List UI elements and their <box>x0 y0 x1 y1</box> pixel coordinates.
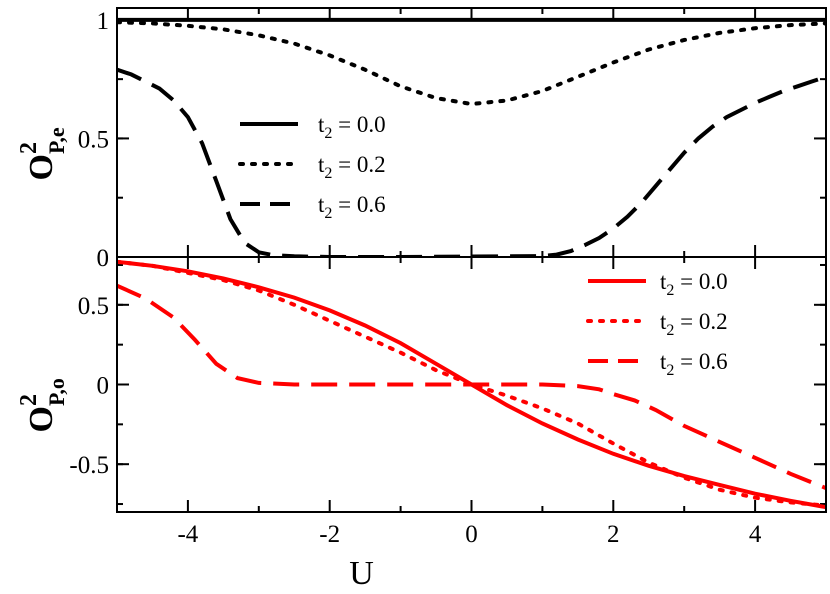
legend: t2 = 0.0t2 = 0.2t2 = 0.6 <box>238 112 386 222</box>
legend-label-rest: = 0.0 <box>332 112 385 137</box>
ylabel-main: O <box>23 154 60 180</box>
legend-label-main: t <box>660 349 667 374</box>
legend: t2 = 0.0t2 = 0.2t2 = 0.6 <box>586 269 728 379</box>
legend-label-main: t <box>660 269 667 294</box>
legend-label-main: t <box>660 309 667 334</box>
legend-label-rest: = 0.2 <box>332 152 385 177</box>
legend-label-main: t <box>318 192 325 217</box>
legend-label-rest: = 0.6 <box>332 192 385 217</box>
ytick-label: 0 <box>97 245 110 272</box>
xtick-label: 2 <box>607 521 620 548</box>
ylabel: O2P,e <box>16 127 69 180</box>
xtick-label: 4 <box>749 521 762 548</box>
ylabel-sub: P,o <box>44 378 69 406</box>
ylabel-sup: 2 <box>16 142 42 154</box>
ytick-label: 1 <box>97 8 110 35</box>
legend-label-main: t <box>318 152 325 177</box>
legend-label-rest: = 0.2 <box>674 309 727 334</box>
plot-frame <box>116 256 827 513</box>
legend-label: t2 = 0.6 <box>318 192 386 222</box>
legend-label: t2 = 0.6 <box>660 349 728 379</box>
legend-label: t2 = 0.2 <box>318 152 386 182</box>
ylabel-main: O <box>23 406 60 432</box>
xtick-label: 0 <box>465 521 478 548</box>
xlabel: U <box>349 555 374 589</box>
legend-label-sub: 2 <box>666 322 674 339</box>
ylabel-sub: P,e <box>44 127 69 154</box>
series-line-dashed <box>117 283 826 490</box>
ylabel: O2P,o <box>16 378 69 432</box>
ytick-label: 0.5 <box>78 293 109 320</box>
legend-label-sub: 2 <box>324 165 332 182</box>
legend-label: t2 = 0.0 <box>318 112 386 142</box>
ytick-label: 0 <box>97 373 110 400</box>
legend-label-rest: = 0.0 <box>674 269 727 294</box>
legend-label-sub: 2 <box>666 362 674 379</box>
ytick-label: -0.5 <box>69 452 109 479</box>
ytick-label: 0.5 <box>78 126 109 153</box>
legend-label-main: t <box>318 112 325 137</box>
legend-label-sub: 2 <box>324 205 332 222</box>
xtick-label: -4 <box>177 521 198 548</box>
legend-label: t2 = 0.0 <box>660 269 728 299</box>
series-line-dashed <box>117 67 826 257</box>
legend-label-sub: 2 <box>324 125 332 142</box>
plot-frame <box>116 7 827 258</box>
ylabel-sup: 2 <box>16 394 42 406</box>
series-line-dotted <box>117 20 826 107</box>
series-line-dotted <box>117 259 826 508</box>
xtick-label: -2 <box>319 521 340 548</box>
legend-label: t2 = 0.2 <box>660 309 728 339</box>
legend-label-sub: 2 <box>666 282 674 299</box>
legend-label-rest: = 0.6 <box>674 349 727 374</box>
